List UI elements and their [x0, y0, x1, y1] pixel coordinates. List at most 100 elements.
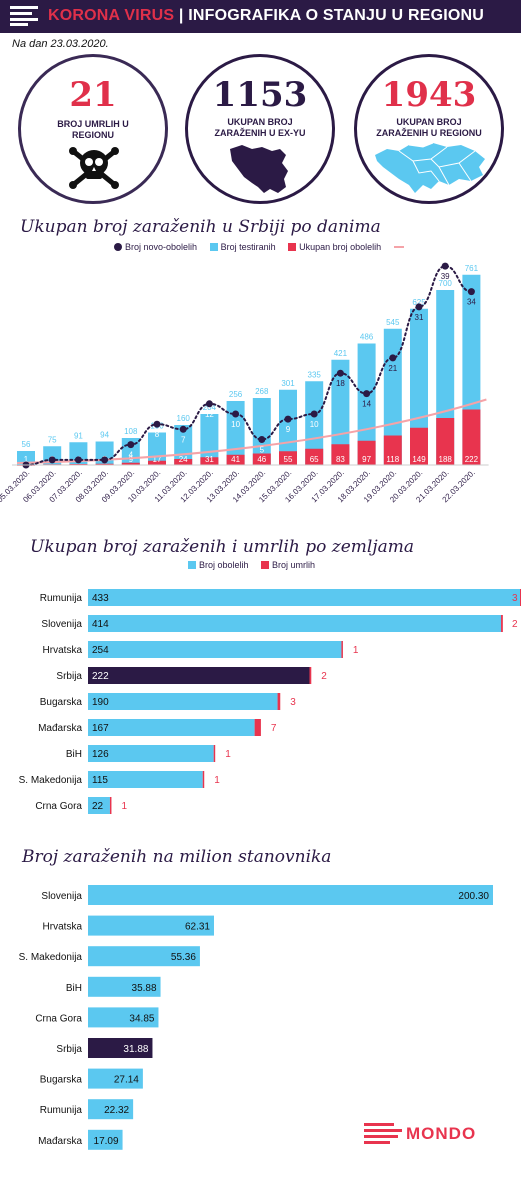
- brand-name: MONDO: [406, 1124, 477, 1143]
- brand-lines-icon: [10, 6, 38, 26]
- country-label: S. Makedonija: [19, 775, 83, 786]
- label-new-cases: 31: [415, 313, 424, 322]
- new-cases-line: [25, 265, 473, 466]
- label-deaths: 3: [512, 593, 518, 604]
- label-per-million: 17.09: [94, 1136, 119, 1147]
- bar-total: [226, 454, 245, 465]
- label-new-cases: 18: [336, 379, 345, 388]
- label-tested: 700: [439, 279, 453, 288]
- legend-item-deaths: Broj umrlih: [261, 560, 315, 570]
- bar-total: [200, 457, 219, 465]
- bar-deaths: [109, 797, 112, 814]
- bar-tested: [17, 451, 35, 465]
- mondo-lines-icon: [364, 1123, 402, 1144]
- report-date: Na dan 23.03.2020.: [12, 38, 109, 50]
- label-new-cases: 1: [102, 466, 107, 475]
- stat-circle-deaths: 21 BROJ UMRLIH U REGIONU: [18, 54, 168, 204]
- new-cases-point: [232, 410, 240, 418]
- bar-total: [331, 444, 350, 465]
- label-deaths: 2: [321, 671, 327, 682]
- stat-label-line: REGIONU: [71, 130, 114, 140]
- bar-total: [383, 435, 402, 465]
- label-infected: 254: [92, 645, 109, 656]
- bar-tested: [410, 308, 428, 465]
- bar-per-million: [88, 1099, 134, 1120]
- ex-yu-map-icon: [230, 145, 288, 193]
- country-label: Bugarska: [40, 1075, 83, 1086]
- legend-item-tested: Broj testiranih: [209, 242, 276, 252]
- bar-tested: [305, 381, 324, 465]
- bar-per-million: [88, 1007, 159, 1028]
- chart-legend-serbia: Broj novo-obolelih Broj testiranih Ukupa…: [114, 242, 417, 252]
- label-per-million: 200.30: [458, 891, 489, 902]
- label-per-million: 62.31: [185, 922, 210, 933]
- region-map-icon: [375, 142, 485, 193]
- label-total: 41: [231, 455, 240, 464]
- label-tested: 256: [229, 390, 243, 399]
- country-label: Hrvatska: [43, 922, 83, 933]
- label-total: 17: [153, 455, 162, 464]
- bar-tested: [331, 359, 350, 465]
- label-tested: 75: [48, 435, 57, 444]
- country-label: Mađarska: [38, 1136, 82, 1147]
- label-per-million: 22.32: [104, 1105, 129, 1116]
- new-cases-point: [467, 288, 475, 296]
- label-new-cases: 34: [467, 298, 476, 307]
- bar-total: [174, 459, 193, 465]
- new-cases-point: [153, 420, 161, 428]
- label-infected: 22: [92, 801, 104, 812]
- label-total: 97: [362, 455, 371, 464]
- legend-item-trend: [393, 242, 407, 252]
- label-tested: 335: [308, 370, 322, 379]
- bar-total: [95, 463, 114, 465]
- label-new-cases: 7: [181, 435, 186, 444]
- country-label: Hrvatska: [43, 645, 83, 656]
- new-cases-point: [127, 441, 135, 449]
- bar-infected: [88, 745, 214, 762]
- bar-infected: [88, 693, 278, 710]
- bar-tested: [383, 328, 402, 465]
- stat-label-line: ZARAŽENIH U REGIONU: [376, 128, 482, 138]
- bar-total: [252, 453, 271, 465]
- label-tested: 108: [124, 427, 138, 436]
- label-new-cases: 9: [286, 425, 291, 434]
- label-per-million: 35.88: [132, 983, 157, 994]
- country-label: Bugarska: [40, 697, 83, 708]
- bar-deaths: [309, 667, 312, 684]
- label-tested: 94: [100, 431, 109, 440]
- label-new-cases: 1: [50, 466, 55, 475]
- bar-per-million: [88, 1129, 123, 1150]
- new-cases-point: [48, 456, 56, 464]
- bar-per-million: [88, 976, 161, 997]
- label-total: 9: [129, 455, 134, 464]
- new-cases-point: [205, 400, 213, 408]
- label-new-cases: 10: [310, 420, 319, 429]
- country-label: Rumunija: [40, 593, 83, 604]
- new-cases-point: [336, 369, 344, 377]
- label-tested: 160: [177, 414, 191, 423]
- legend-item-new: Broj novo-obolelih: [114, 242, 197, 252]
- new-cases-point: [101, 456, 109, 464]
- new-cases-point: [415, 303, 423, 311]
- label-new-cases: 5: [260, 446, 265, 455]
- country-label: BiH: [66, 749, 82, 760]
- bar-total: [462, 409, 481, 465]
- label-per-million: 31.88: [123, 1044, 148, 1055]
- label-new-cases: 39: [441, 272, 450, 281]
- bar-deaths: [202, 771, 205, 788]
- bar-tested: [279, 389, 297, 465]
- label-tested: 268: [255, 387, 269, 396]
- new-cases-point: [310, 410, 318, 418]
- skull-icon: [69, 147, 119, 189]
- stat-label-line: ZARAŽENIH U EX-YU: [214, 128, 306, 138]
- bar-per-million: [88, 1038, 153, 1058]
- label-infected: 167: [92, 723, 109, 734]
- new-cases-point: [441, 262, 449, 270]
- label-tested: 204: [203, 403, 217, 412]
- chart-title-serbia-daily: Ukupan broj zaraženih u Srbiji po danima: [20, 217, 381, 237]
- header-bar: KORONA VIRUS | INFOGRAFIKA O STANJU U RE…: [0, 0, 521, 33]
- label-deaths: 7: [271, 723, 277, 734]
- bar-deaths: [501, 615, 503, 632]
- bar-per-million: [88, 946, 200, 967]
- label-tested: 91: [74, 431, 83, 440]
